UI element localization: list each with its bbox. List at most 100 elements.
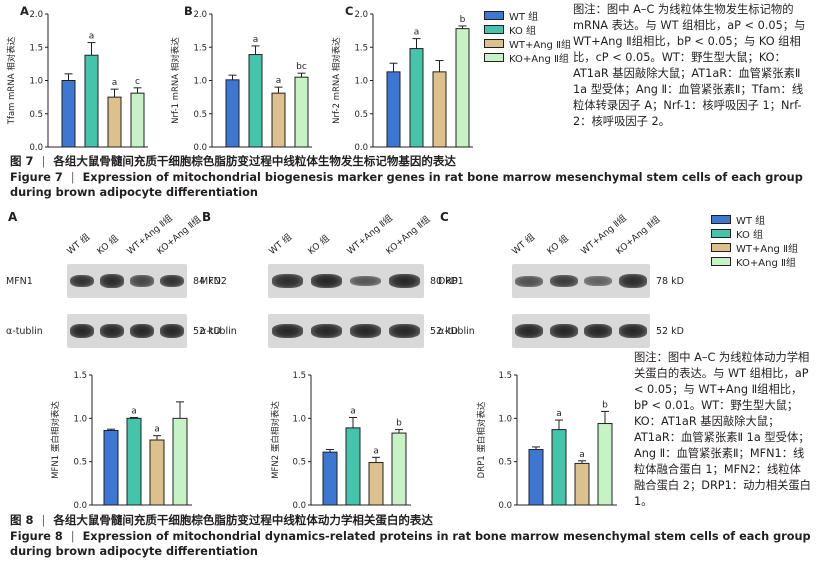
fig7-b-sig-label: a <box>276 76 282 86</box>
legend8-label-ko: KO 组 <box>736 230 764 241</box>
legend-item-wt: WT 组 <box>484 8 538 23</box>
fig8-c-bar <box>574 462 590 506</box>
fig7-c-ytick-label: 1.0 <box>354 77 368 87</box>
fig8-blot-band <box>349 275 382 287</box>
fig8-blot-band <box>100 274 124 288</box>
fig8-b-sig-label: a <box>373 446 379 456</box>
fig7-c-sig-label: b <box>460 15 466 25</box>
fig7-b-ylabel: Nrf-1 mRNA 相对表达 <box>170 37 181 124</box>
fig7-b-sig-label: a <box>253 35 259 45</box>
fig8-blot-band <box>310 274 343 288</box>
fig8-blot-band <box>618 324 647 338</box>
fig8-blot-loading-strip <box>512 314 650 348</box>
fig8-blot-protein-strip <box>268 264 424 298</box>
legend-item-ko: KO 组 <box>484 22 536 37</box>
fig7-chart-b: B 0.0 0.5 1.0 1.5 2.0 Nrf-1 mRNA 相对表达 a a bc <box>170 4 312 153</box>
fig8-c-sig-label: a <box>579 450 585 460</box>
fig7-caption-en-text: Expression of mitochondrial biogenesis m… <box>10 171 803 199</box>
fig8-blot-loading-label: α-tublin <box>6 326 43 337</box>
legend-label-wt: WT 组 <box>509 12 539 23</box>
fig7-b-plot: 0.0 0.5 1.0 1.5 2.0 Nrf-1 mRNA 相对表达 a a bc <box>170 10 312 153</box>
legend8-swatch-wt-ang <box>711 243 731 252</box>
fig8-blot-band <box>618 274 647 288</box>
fig8-b-sig-label: a <box>350 406 356 416</box>
legend-label-ko-ang: KO+Ang Ⅱ组 <box>509 54 569 65</box>
fig7-a-ytick-label: 1.5 <box>29 43 43 53</box>
fig8-blot-protein-label: MFN1 <box>6 276 33 287</box>
fig8-blot-band <box>388 274 421 288</box>
fig8-blot-protein-strip <box>67 264 187 298</box>
fig8-c-ylabel: DRP1 蛋白相对表达 <box>476 401 487 478</box>
fig7-c-ytick-label: 1.5 <box>354 43 368 53</box>
legend8-label-wt: WT 组 <box>736 216 766 227</box>
fig7-a-sig-label: a <box>89 32 95 42</box>
fig8-caption-cn-text: 各组大鼠骨髓间充质干细胞棕色脂肪变过程中线粒体动力学相关蛋白的表达 <box>53 513 433 527</box>
fig8-caption-en-num: Figure 8 <box>10 530 63 543</box>
fig8-a-sig-label: a <box>154 425 160 435</box>
fig7-a-ytick-label: 0.0 <box>29 143 43 153</box>
fig8-c-ytick-label: 1.5 <box>498 371 512 381</box>
fig8-a-ytick-label: 1.5 <box>73 371 87 381</box>
fig8-c-plot: 0.0 0.5 1.0 1.5 DRP1 蛋白相对表达 a a b <box>476 371 617 511</box>
fig8-b-ytick-label: 1.5 <box>292 371 306 381</box>
fig8-c-bar <box>597 423 613 506</box>
fig8-a-ytick-label: 0.5 <box>73 458 87 468</box>
fig8-a-sig-label: a <box>131 406 137 416</box>
fig8-blot-band <box>349 324 382 338</box>
fig8-panel-letter-c: C <box>440 210 449 224</box>
fig7-caption-cn: 图 7 | 各组大鼠骨髓间充质干细胞棕色脂肪变过程中线粒体生物发生标记物基因的表达 <box>10 154 456 168</box>
fig8-blot-band <box>515 275 544 287</box>
fig7-caption-cn-text: 各组大鼠骨髓间充质干细胞棕色脂肪变过程中线粒体生物发生标记物基因的表达 <box>53 154 456 168</box>
fig8-blot-band <box>310 324 343 338</box>
fig8-blot-loading-label: α-tublin <box>200 326 237 337</box>
legend8-item-wt: WT 组 <box>711 212 765 227</box>
fig8-blot-band <box>130 275 154 287</box>
fig8-blot-band <box>130 324 154 338</box>
fig8-blot-protein-kd: 78 kD <box>656 276 684 287</box>
fig8-caption-cn: 图 8 | 各组大鼠骨髓间充质干细胞棕色脂肪变过程中线粒体动力学相关蛋白的表达 <box>10 513 433 527</box>
fig8-b-ytick-label: 1.0 <box>292 414 306 424</box>
fig8-a-ylabel: MFN1 蛋白相对表达 <box>50 401 61 479</box>
fig7-b-ytick-label: 0.0 <box>193 143 207 153</box>
fig8-caption-en: Figure 8 | Expression of mitochondrial dyn… <box>10 530 811 558</box>
fig8-blot-loading-strip <box>268 314 424 348</box>
legend-swatch-ko-ang <box>484 53 504 62</box>
fig8-blot-band <box>70 324 94 338</box>
fig8-blot-band <box>515 324 544 338</box>
legend8-swatch-wt <box>711 215 731 224</box>
fig7-a-ytick-label: 1.0 <box>29 77 43 87</box>
fig8-blot-loading-kd: 52 kD <box>430 326 458 337</box>
fig7-caption-cn-num: 图 7 <box>10 154 34 168</box>
legend-label-wt-ang: WT+Ang Ⅱ组 <box>509 40 572 51</box>
fig7-b-ytick-label: 2.0 <box>193 10 207 20</box>
fig7-panel-letter-c: C <box>345 4 353 18</box>
fig8-blot-band <box>271 274 304 288</box>
legend8-item-ko-ang: KO+Ang Ⅱ组 <box>711 254 796 269</box>
fig7-b-ytick-label: 1.0 <box>193 77 207 87</box>
legend-swatch-wt-ang <box>484 39 504 48</box>
fig8-a-ytick-label: 1.0 <box>73 414 87 424</box>
fig8-blot-band <box>584 275 613 287</box>
fig7-a-ytick-label: 0.5 <box>29 110 43 120</box>
fig7-a-plot: 0.0 0.5 1.0 1.5 2.0 Tfam mRNA 相对表达 a a c <box>6 10 148 153</box>
fig8-blot-band <box>549 324 578 338</box>
fig7-b-ytick-label: 0.5 <box>193 110 207 120</box>
fig8-b-ytick-label: 0.0 <box>292 501 306 511</box>
fig8-blot-band <box>70 274 94 288</box>
fig8-blot-band <box>160 324 184 338</box>
fig7-panel-letter-a: A <box>20 4 29 18</box>
fig7-b-ytick-label: 1.5 <box>193 43 207 53</box>
fig8-blot-band <box>388 324 421 338</box>
fig8-c-ytick-label: 0.0 <box>498 501 512 511</box>
legend-label-ko: KO 组 <box>509 26 537 37</box>
fig7-c-ylabel: Nrf-2 mRNA 相对表达 <box>331 37 342 124</box>
fig7-chart-c: C 0.0 0.5 1.0 1.5 2.0 Nrf-2 mRNA 相对表达 a b <box>331 4 473 153</box>
legend8-swatch-ko-ang <box>711 257 731 266</box>
fig8-c-bar <box>551 429 567 506</box>
fig8-blot-loading-kd: 52 kD <box>193 326 221 337</box>
fig8-note: 图注：图中 A–C 为线粒体动力学相关蛋白的表达。与 WT 组相比，aP < 0… <box>634 351 811 508</box>
fig8-panel-letter-a: A <box>8 210 18 224</box>
fig8-blot-protein-kd: 84 kD <box>193 276 221 287</box>
fig8-legend: WT 组 KO 组 WT+Ang Ⅱ组 KO+Ang Ⅱ组 <box>711 212 811 272</box>
fig8-chart-b: 0.0 0.5 1.0 1.5 MFN2 蛋白相对表达 a a b <box>270 371 411 511</box>
